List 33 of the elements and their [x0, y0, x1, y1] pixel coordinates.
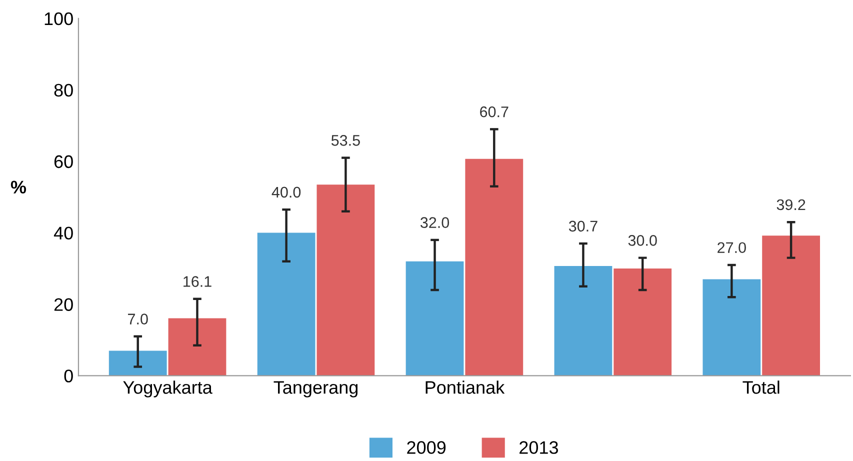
data-label: 16.1	[184, 276, 212, 287]
bar	[465, 158, 524, 376]
bar	[316, 184, 375, 376]
data-label: 7.0	[128, 314, 148, 324]
y-tick-label: 0	[64, 370, 73, 382]
y-axis-title: %	[10, 180, 26, 194]
y-tick-label: 60	[54, 155, 73, 168]
data-label: 53.5	[331, 135, 360, 146]
bar	[614, 268, 672, 376]
y-tick-label: 20	[54, 298, 73, 311]
legend-label: 2013	[520, 441, 558, 454]
bar	[554, 266, 612, 376]
data-label: 39.2	[776, 199, 806, 210]
data-label: 60.7	[480, 106, 508, 118]
data-label: 27.0	[718, 242, 746, 254]
bar	[406, 261, 464, 376]
bar	[257, 232, 316, 376]
x-tick-label: Yogyakarta	[123, 380, 212, 398]
y-tick-label: 80	[54, 84, 73, 97]
bar	[762, 236, 820, 376]
bar	[702, 279, 761, 376]
data-label: 32.0	[420, 217, 450, 228]
data-label: 30.7	[568, 220, 598, 232]
x-tick-label: Total	[742, 380, 780, 394]
data-label: 40.0	[272, 186, 301, 198]
bar	[108, 350, 167, 376]
data-label: 30.0	[628, 235, 657, 246]
bar	[168, 318, 226, 376]
x-tick-label: Pontianak	[426, 380, 505, 394]
x-tick-label: Tangerang	[274, 381, 358, 398]
y-tick-label: 100	[44, 12, 73, 26]
y-tick-label: 40	[54, 226, 73, 240]
legend-label: 2009	[407, 441, 446, 454]
